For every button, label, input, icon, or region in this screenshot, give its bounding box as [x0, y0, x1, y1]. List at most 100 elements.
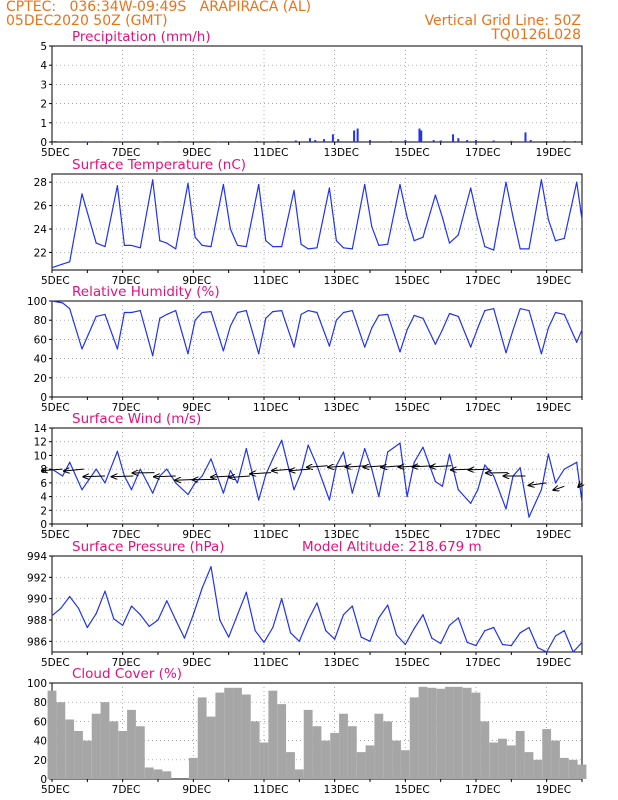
data-point [399, 442, 401, 444]
y-tick-label: 80 [34, 315, 47, 327]
series-line [51, 439, 583, 518]
y-tick-label: 40 [34, 736, 47, 748]
x-tick-label: 9DEC [182, 529, 211, 541]
precip-bar [323, 139, 326, 142]
data-point [236, 482, 239, 484]
data-point [300, 313, 302, 316]
data-point [328, 499, 330, 501]
data-point [413, 240, 415, 242]
y-tick-label: 990 [27, 594, 47, 606]
data-point [104, 245, 106, 248]
series-line [51, 300, 583, 357]
wind-vector [154, 476, 176, 477]
data-point [457, 617, 459, 619]
header-run-id: TQ0126L028 [491, 27, 581, 43]
data-point [245, 310, 247, 312]
cloud-bar [480, 721, 490, 779]
data-point [265, 474, 267, 476]
data-point [116, 185, 118, 187]
data-point [328, 187, 330, 189]
data-point [448, 312, 451, 315]
data-point [528, 310, 530, 312]
data-point [512, 329, 514, 331]
cloud-bar [82, 740, 92, 779]
cloud-bar [250, 721, 260, 779]
data-point [187, 182, 189, 184]
precip-bar [510, 140, 513, 142]
y-tick-label: 5 [40, 41, 47, 53]
cloud-bar [224, 687, 234, 779]
panel-cloud: 0 20 40 60 80 100 5DEC 7DEC 9DEC 11DEC 13DEC 15DEC 1… [27, 666, 587, 796]
x-tick-label: 15DEC [394, 657, 429, 669]
data-point [254, 630, 256, 632]
data-point [342, 247, 345, 249]
data-point [210, 245, 212, 248]
data-point [159, 317, 161, 319]
data-point [130, 489, 133, 491]
data-point [236, 311, 239, 314]
panel-frame [51, 45, 583, 143]
x-tick-label: 5DEC [41, 657, 70, 669]
data-point [554, 482, 557, 484]
x-tick-label: 11DEC [253, 402, 288, 414]
data-point [441, 329, 444, 331]
y-tick-label: 80 [34, 697, 47, 709]
data-point [540, 179, 542, 181]
data-point [576, 461, 578, 463]
data-point [528, 248, 530, 250]
data-point [378, 244, 380, 247]
data-point [175, 619, 177, 621]
panel-frame [51, 555, 583, 653]
x-tick-label: 17DEC [465, 657, 500, 669]
data-point [547, 327, 550, 329]
x-tick-label: 17DEC [465, 275, 500, 287]
precip-bar [452, 134, 455, 142]
data-point [281, 245, 283, 248]
data-point [528, 626, 530, 629]
data-point [334, 638, 336, 640]
data-point [581, 329, 583, 331]
cloud-bar [471, 692, 481, 779]
precip-bar [563, 140, 566, 142]
data-point [422, 446, 424, 448]
cloud-bar [162, 771, 172, 779]
data-point [300, 471, 302, 474]
cloud-bar [409, 697, 419, 779]
y-tick-label: 100 [27, 678, 47, 690]
cloud-bar [453, 686, 463, 779]
y-tick-label: 992 [27, 572, 47, 584]
wind-vector [64, 469, 84, 471]
x-tick-label: 13DEC [324, 402, 359, 414]
cloud-bar [241, 694, 251, 779]
data-point [378, 314, 380, 316]
wind-vector [553, 486, 565, 490]
data-point [69, 261, 71, 263]
cloud-bar [356, 752, 366, 779]
precip-bar [545, 141, 548, 142]
data-point [470, 187, 472, 189]
cloud-bar [489, 742, 499, 779]
data-point [466, 641, 468, 644]
data-point [422, 614, 424, 616]
data-point [563, 237, 565, 239]
panel-wind: 024681012145DEC7DEC9DEC11DEC13DEC15DEC17… [34, 411, 583, 541]
x-tick-label: 7DEC [112, 275, 141, 287]
precip-bar [121, 141, 124, 143]
data-point [289, 632, 292, 634]
precip-bar [432, 140, 435, 142]
y-tick-label: 60 [34, 716, 47, 728]
data-point [272, 245, 274, 248]
data-point [501, 643, 504, 646]
data-point [493, 249, 495, 251]
cloud-bar [462, 687, 472, 779]
x-tick-label: 9DEC [182, 275, 211, 287]
data-point [152, 355, 154, 357]
data-point [510, 645, 512, 647]
data-point [493, 475, 495, 477]
data-point [123, 244, 126, 247]
data-point [519, 308, 521, 310]
cloud-bar [303, 709, 313, 779]
cloud-bar [286, 752, 295, 779]
cloud-bar [215, 692, 225, 779]
x-tick-label: 13DEC [324, 784, 359, 796]
